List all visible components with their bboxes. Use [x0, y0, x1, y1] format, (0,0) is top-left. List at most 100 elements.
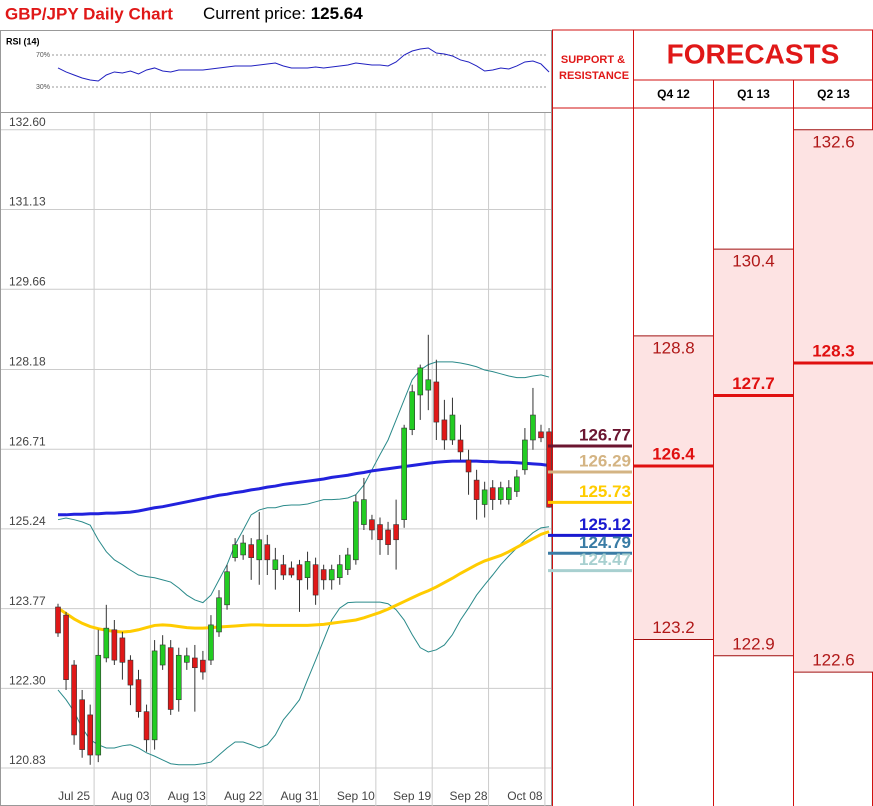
candle-body — [481, 489, 488, 505]
candle-body — [530, 414, 536, 441]
candle-body — [473, 479, 480, 500]
candle-body — [505, 487, 512, 500]
candle-body — [320, 569, 327, 581]
candle-body — [232, 544, 238, 558]
candle-body — [119, 637, 126, 663]
candle-body — [425, 379, 432, 391]
x-tick-label: Oct 08 — [507, 789, 543, 803]
candle-body — [417, 367, 424, 396]
candle-body — [385, 529, 391, 545]
forecast-range — [794, 129, 873, 673]
level-label: 125.73 — [579, 482, 631, 501]
candle-body — [127, 659, 134, 686]
candle-body — [111, 629, 118, 661]
indicator-line — [57, 530, 550, 634]
y-tick-label: 126.71 — [9, 434, 46, 448]
candle-body — [264, 544, 271, 561]
level-label: 125.12 — [579, 515, 631, 534]
candle-body — [87, 714, 93, 756]
candle-body — [63, 614, 69, 680]
y-tick-label: 122.30 — [9, 674, 46, 688]
candle-body — [514, 476, 520, 492]
rsi-frame — [0, 30, 552, 113]
candle-body — [393, 524, 399, 541]
column-header: Q1 13 — [737, 87, 770, 101]
candle-body — [151, 650, 158, 741]
candle-body — [248, 544, 254, 558]
x-tick-label: Aug 03 — [111, 789, 149, 803]
forecast-mid-label: 126.4 — [652, 444, 695, 463]
y-tick-label: 125.24 — [9, 514, 46, 528]
forecast-mid-label: 128.3 — [812, 341, 855, 360]
candle-body — [312, 564, 319, 596]
candle-body — [344, 554, 351, 570]
forecast-low-label: 122.6 — [812, 651, 855, 670]
price-value: 125.64 — [311, 4, 364, 23]
levels-title: SUPPORT & RESISTANCE — [559, 54, 630, 82]
candle-body — [296, 564, 303, 581]
candle-body — [538, 431, 544, 439]
rsi-tick-label: 30% — [36, 84, 50, 91]
candle-body — [304, 561, 311, 579]
candle-body — [103, 627, 110, 659]
x-tick-label: Aug 31 — [280, 789, 318, 803]
candle-body — [288, 567, 295, 576]
candle-body — [256, 539, 263, 561]
forecast-mid-label: 127.7 — [732, 374, 775, 393]
x-tick-label: Aug 13 — [168, 789, 206, 803]
candle-body — [135, 679, 142, 712]
level-label: 124.47 — [579, 550, 631, 569]
forecast-high-label: 130.4 — [732, 252, 775, 271]
candle-body — [546, 431, 552, 508]
candle-body — [224, 571, 230, 606]
candle-body — [401, 427, 407, 520]
y-tick-label: 129.66 — [9, 274, 46, 288]
candle-body — [489, 487, 496, 500]
candle-body — [465, 459, 472, 473]
candle-body — [216, 597, 222, 633]
candle-body — [167, 647, 174, 710]
indicator-line — [57, 361, 550, 604]
forecast-title: FORECASTS — [667, 38, 840, 69]
candle-body — [272, 559, 279, 570]
rsi-title: RSI (14) — [6, 36, 40, 46]
candle-body — [95, 654, 102, 756]
forecast-low-label: 123.2 — [652, 618, 695, 637]
rsi-tick-label: 70% — [36, 52, 50, 59]
x-tick-label: Sep 28 — [450, 789, 488, 803]
candle-body — [522, 439, 528, 471]
forecast-high-label: 132.6 — [812, 132, 855, 151]
y-tick-label: 128.18 — [9, 355, 46, 369]
column-header: Q4 12 — [657, 87, 690, 101]
candle-body — [184, 655, 190, 663]
level-label: 126.29 — [579, 451, 631, 470]
forecast-high-label: 128.8 — [652, 338, 695, 357]
candle-body — [143, 711, 150, 741]
candle-body — [441, 419, 448, 441]
x-tick-label: Sep 19 — [393, 789, 431, 803]
indicator-line — [57, 526, 550, 766]
candle-body — [497, 487, 504, 500]
candle-body — [240, 542, 246, 556]
current-price: Current price: 125.64 — [203, 4, 363, 23]
candle-body — [336, 564, 343, 579]
candle-body — [200, 659, 206, 673]
candle-body — [79, 699, 85, 750]
candle-body — [361, 499, 367, 525]
candle-body — [328, 569, 335, 581]
column-header: Q2 13 — [817, 87, 850, 101]
candle-body — [71, 664, 77, 736]
x-tick-label: Jul 25 — [58, 789, 90, 803]
y-tick-label: 132.60 — [9, 115, 46, 129]
price-label: Current price: — [203, 4, 306, 23]
candle-body — [353, 501, 359, 561]
forecast-range — [714, 249, 793, 656]
chart-title: GBP/JPY Daily Chart — [5, 4, 173, 23]
level-label: 124.79 — [579, 533, 631, 552]
levels-title-box: SUPPORT & RESISTANCE — [559, 54, 630, 82]
level-label: 126.77 — [579, 425, 631, 444]
candle-body — [280, 564, 287, 576]
candle-body — [175, 654, 182, 701]
candle-body — [457, 439, 464, 453]
